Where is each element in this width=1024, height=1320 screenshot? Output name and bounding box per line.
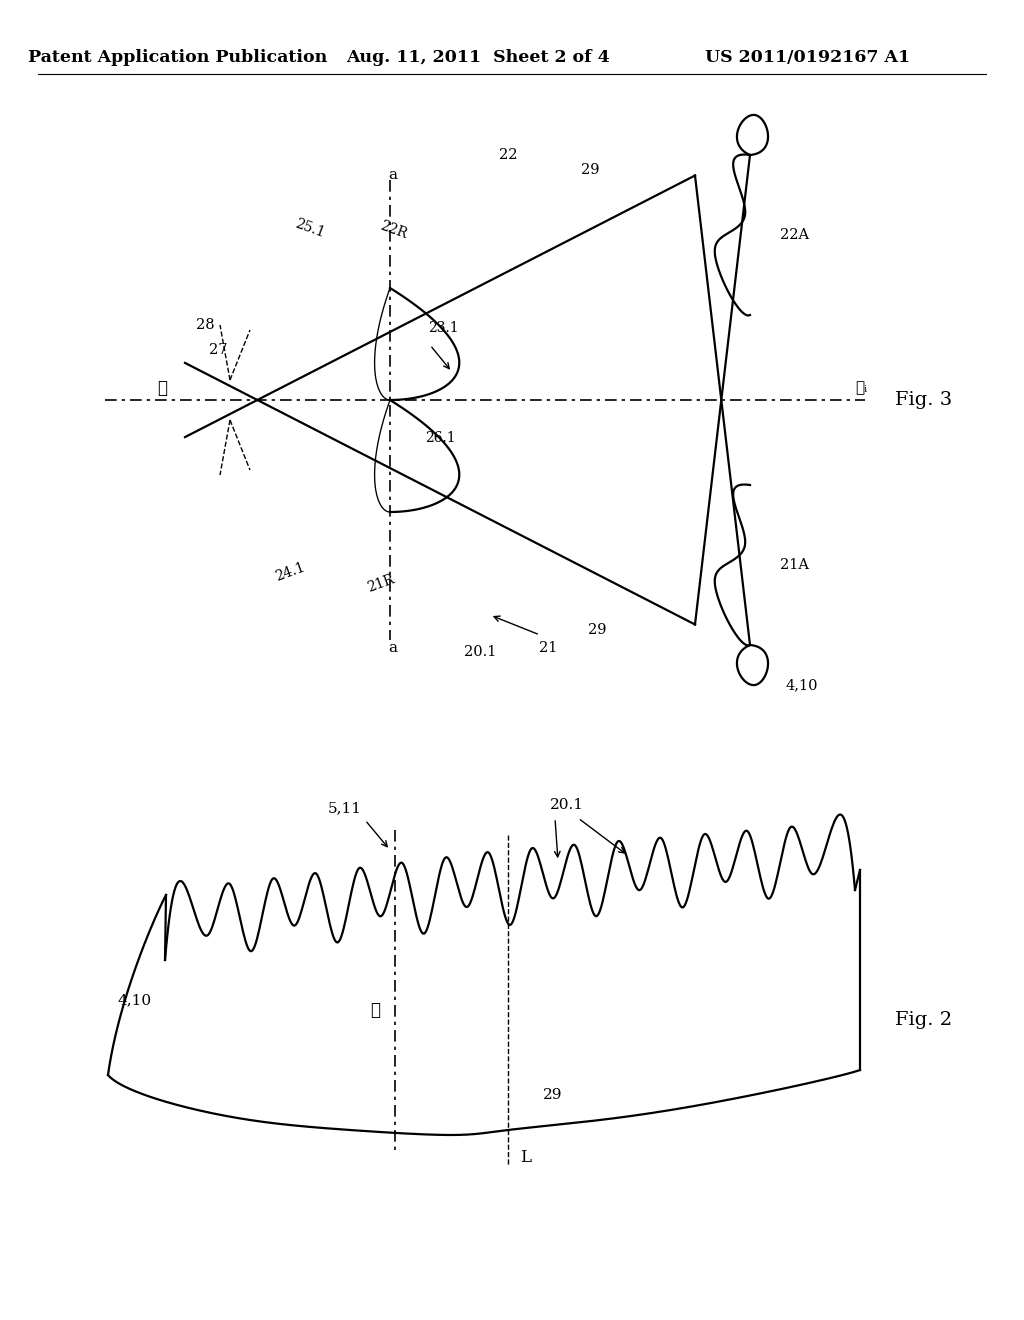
Text: 28: 28 bbox=[197, 318, 215, 333]
Text: 29: 29 bbox=[581, 162, 599, 177]
Text: 26.1: 26.1 bbox=[425, 432, 456, 445]
Text: Patent Application Publication: Patent Application Publication bbox=[29, 49, 328, 66]
Text: ℓ: ℓ bbox=[370, 1002, 380, 1019]
Text: 21A: 21A bbox=[780, 558, 809, 572]
Text: 5,11: 5,11 bbox=[328, 801, 362, 814]
Text: US 2011/0192167 A1: US 2011/0192167 A1 bbox=[706, 49, 910, 66]
Text: 22: 22 bbox=[499, 148, 517, 162]
Text: L: L bbox=[520, 1150, 531, 1167]
Text: 22R: 22R bbox=[378, 219, 409, 242]
Text: 23.1: 23.1 bbox=[428, 321, 459, 335]
Text: 29: 29 bbox=[588, 623, 606, 638]
Text: a: a bbox=[388, 168, 397, 182]
Text: 24.1: 24.1 bbox=[273, 560, 307, 583]
Text: Aug. 11, 2011  Sheet 2 of 4: Aug. 11, 2011 Sheet 2 of 4 bbox=[346, 49, 610, 66]
Text: 29: 29 bbox=[543, 1088, 562, 1102]
Text: 4,10: 4,10 bbox=[118, 993, 153, 1007]
Text: 20.1: 20.1 bbox=[550, 799, 584, 812]
Text: Fig. 2: Fig. 2 bbox=[895, 1011, 952, 1030]
Text: 20.1: 20.1 bbox=[464, 645, 497, 659]
Text: Fig. 3: Fig. 3 bbox=[895, 391, 952, 409]
Text: ℓᵢ: ℓᵢ bbox=[855, 381, 867, 395]
Text: 25.1: 25.1 bbox=[293, 216, 327, 240]
Text: 22A: 22A bbox=[780, 228, 809, 242]
Text: 21: 21 bbox=[539, 642, 557, 655]
Text: a: a bbox=[388, 642, 397, 655]
Text: 27: 27 bbox=[210, 343, 228, 356]
Text: 21R: 21R bbox=[365, 572, 396, 594]
Text: 4,10: 4,10 bbox=[785, 678, 817, 692]
Text: ℓ: ℓ bbox=[157, 380, 167, 396]
